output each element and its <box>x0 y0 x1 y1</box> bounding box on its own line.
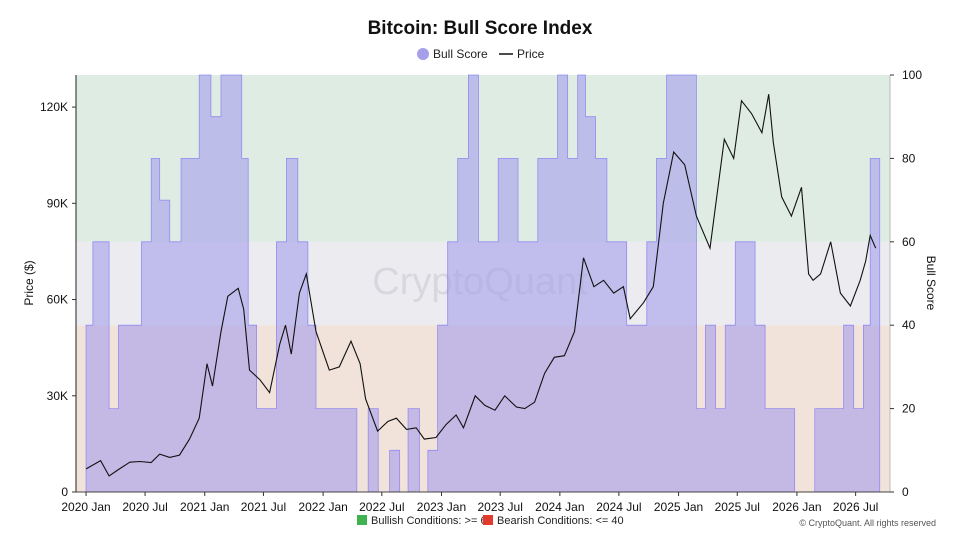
right-axis-title: Bull Score <box>924 256 938 311</box>
left-tick-label: 120K <box>40 100 68 114</box>
x-tick-label: 2023 Jul <box>478 500 523 514</box>
x-tick-label: 2025 Jan <box>654 500 703 514</box>
x-axis-ticks: 2020 Jan 2020 Jul 2021 Jan 2021 Jul 2022 Jan… <box>61 492 878 514</box>
x-tick-label: 2025 Jul <box>715 500 760 514</box>
right-tick-label: 0 <box>902 485 909 499</box>
x-tick-label: 2020 Jan <box>61 500 110 514</box>
bullish-note: Bullish Conditions: >= 60 <box>371 515 493 527</box>
legend-label-price: Price <box>517 47 545 61</box>
x-tick-label: 2024 Jul <box>596 500 641 514</box>
right-tick-label: 100 <box>902 68 922 82</box>
credit-text: © CryptoQuant. All rights reserved <box>799 518 936 528</box>
chart-title: Bitcoin: Bull Score Index <box>368 18 593 39</box>
right-tick-label: 40 <box>902 318 916 332</box>
right-axis-ticks: 0 20 40 60 80 100 <box>890 68 922 499</box>
left-axis-ticks: 0 30K 60K 90K 120K <box>40 100 76 499</box>
legend-label-bull-score: Bull Score <box>433 47 488 61</box>
right-tick-label: 20 <box>902 402 916 416</box>
x-tick-label: 2023 Jan <box>417 500 466 514</box>
left-tick-label: 30K <box>47 389 68 403</box>
legend-marker-bull-score <box>417 48 429 60</box>
x-tick-label: 2022 Jul <box>359 500 404 514</box>
left-axis-title: Price ($) <box>22 260 36 305</box>
x-tick-label: 2021 Jan <box>180 500 229 514</box>
bull-score-area <box>85 74 881 493</box>
axes <box>75 75 891 493</box>
bearish-note: Bearish Conditions: <= 40 <box>497 515 624 527</box>
x-tick-label: 2020 Jul <box>122 500 167 514</box>
x-tick-label: 2024 Jan <box>535 500 584 514</box>
x-tick-label: 2026 Jul <box>833 500 878 514</box>
left-tick-label: 60K <box>47 293 68 307</box>
x-tick-label: 2021 Jul <box>241 500 286 514</box>
right-tick-label: 60 <box>902 235 916 249</box>
x-tick-label: 2026 Jan <box>772 500 821 514</box>
right-tick-label: 80 <box>902 151 916 165</box>
left-tick-label: 90K <box>47 196 68 210</box>
footer-notes: Bullish Conditions: >= 60 Bearish Condit… <box>357 515 624 527</box>
bullish-swatch <box>357 515 367 525</box>
x-tick-label: 2022 Jan <box>298 500 347 514</box>
legend[interactable]: Bull Score Price <box>417 47 545 61</box>
bearish-swatch <box>483 515 493 525</box>
left-tick-label: 0 <box>61 485 68 499</box>
price-line <box>85 94 877 477</box>
